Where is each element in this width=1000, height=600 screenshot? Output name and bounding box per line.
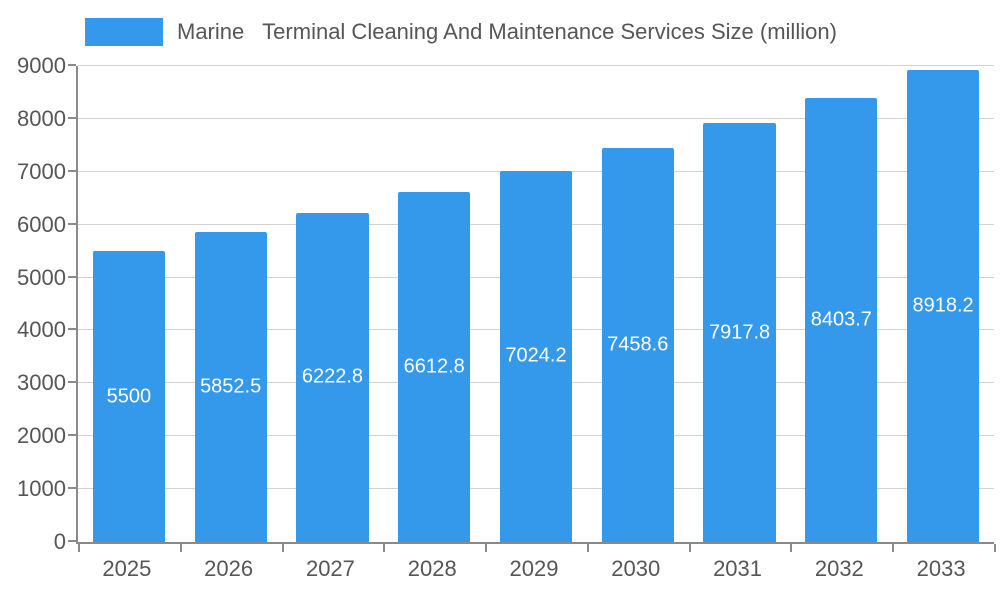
legend-label: Marine Terminal Cleaning And Maintenance…: [177, 19, 837, 44]
bar-value-label: 7458.6: [607, 333, 669, 356]
bar-2032: 8403.7: [805, 97, 878, 542]
y-axis-labels: 0 1000 2000 3000 4000 5000 6000 7000 8000 9000: [0, 55, 66, 553]
bar-value-label: 6612.8: [403, 355, 465, 378]
bar-2029: 7024.2: [499, 170, 573, 542]
y-tick-label: 4000: [17, 317, 66, 343]
x-axis-labels: 2025 2026 2027 2028 2029 2030 2031 2032 2033: [76, 556, 992, 586]
y-tick-label: 7000: [17, 158, 66, 184]
plot-area: 5500 5852.5 6222.8 6612.8 7024.2 7458.6 7917.8…: [68, 64, 996, 552]
x-tick-label: 2028: [407, 556, 457, 581]
y-tick-label: 6000: [17, 211, 66, 237]
bar-2027: 6222.8: [296, 212, 369, 542]
bar-value-label: 5852.5: [200, 375, 262, 398]
y-tick-label: 5000: [17, 264, 66, 290]
bar-2025: 5500: [92, 251, 165, 542]
y-tick-label: 3000: [17, 370, 66, 396]
bar-value-label: 7917.8: [708, 321, 771, 344]
gridline: [78, 117, 994, 119]
x-tick-mark: [179, 544, 182, 552]
y-tick-mark: [68, 169, 76, 172]
y-tick-label: 9000: [17, 53, 66, 78]
bar-value-label: 5500: [106, 385, 152, 408]
y-tick-label: 2000: [17, 423, 66, 449]
x-tick-label: 2032: [814, 556, 864, 581]
x-tick-mark: [688, 544, 691, 552]
bar-value-label: 6222.8: [301, 365, 364, 388]
bar-2028: 6612.8: [398, 192, 471, 542]
legend-swatch: [85, 18, 163, 46]
bar-2031: 7917.8: [703, 123, 776, 542]
y-tick-label: 1000: [17, 476, 66, 502]
y-tick-mark: [68, 540, 76, 542]
x-tick-mark: [790, 544, 793, 552]
x-tick-label: 2025: [102, 556, 152, 581]
x-tick-label: 2029: [509, 556, 559, 581]
bar-2026: 5852.5: [194, 232, 267, 542]
bar-value-label: 7024.2: [505, 344, 567, 367]
x-tick-mark: [485, 544, 488, 552]
y-tick-mark: [68, 381, 76, 384]
x-tick-label: 2027: [305, 556, 355, 581]
x-tick-mark: [281, 544, 284, 552]
y-tick-mark: [68, 487, 76, 490]
x-tick-mark: [892, 544, 895, 552]
bar-2030: 7458.6: [601, 147, 674, 542]
y-tick-label: 0: [53, 529, 66, 554]
x-tick-mark: [586, 544, 589, 552]
bar-value-label: 8918.2: [912, 294, 974, 317]
bar-2033: 8918.2: [906, 70, 980, 542]
gridline: [78, 65, 994, 66]
x-tick-label: 2030: [611, 556, 661, 581]
x-tick-label: 2033: [916, 556, 966, 581]
y-tick-mark: [68, 434, 76, 437]
x-tick-mark: [383, 544, 386, 552]
x-tick-label: 2026: [204, 556, 254, 581]
y-tick-mark: [68, 222, 76, 225]
y-tick-mark: [68, 64, 76, 66]
y-tick-mark: [68, 328, 76, 331]
y-tick-mark: [68, 116, 76, 119]
x-tick-label: 2031: [713, 556, 763, 581]
y-tick-label: 8000: [17, 105, 66, 131]
x-tick-mark: [994, 544, 996, 552]
x-tick-mark: [78, 544, 80, 552]
bar-value-label: 8403.7: [810, 308, 872, 331]
y-tick-mark: [68, 275, 76, 278]
chart-legend: Marine Terminal Cleaning And Maintenance…: [85, 14, 837, 50]
